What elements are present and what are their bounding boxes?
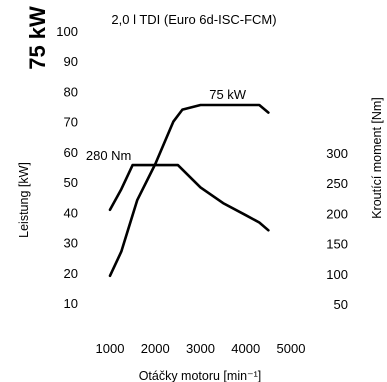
x-tick-label: 3000 <box>186 341 215 356</box>
y-left-tick-label: 70 <box>64 115 78 130</box>
y-left-tick-label: 90 <box>64 54 78 69</box>
y-right-tick-label: 200 <box>326 206 348 221</box>
y-left-tick-label: 20 <box>64 266 78 281</box>
y-left-tick-label: 40 <box>64 205 78 220</box>
y-axis-right-label: Kroutící moment [Nm] <box>370 97 384 219</box>
series-labels: 75 kW 280 Nm <box>86 87 247 163</box>
y-axis-left-ticks: 10 20 30 40 50 60 70 80 90 100 <box>56 24 78 311</box>
x-tick-label: 5000 <box>277 341 306 356</box>
power-series-label: 75 kW <box>209 87 247 102</box>
y-axis-left-label: Leistung [kW] <box>17 162 31 238</box>
x-tick-label: 2000 <box>141 341 170 356</box>
power-badge: 75 kW <box>25 6 50 70</box>
y-left-tick-label: 10 <box>64 296 78 311</box>
torque-curve <box>108 163 270 232</box>
y-right-tick-label: 300 <box>326 146 348 161</box>
y-left-tick-label: 30 <box>64 236 78 251</box>
torque-series-label: 280 Nm <box>86 148 132 163</box>
x-tick-label: 4000 <box>231 341 260 356</box>
x-tick-label: 1000 <box>96 341 125 356</box>
y-right-tick-label: 150 <box>326 237 348 252</box>
y-left-tick-label: 60 <box>64 145 78 160</box>
x-axis-ticks: 1000 2000 3000 4000 5000 <box>96 341 306 356</box>
y-left-tick-label: 50 <box>64 175 78 190</box>
y-right-tick-label: 250 <box>326 176 348 191</box>
chart-title: 2,0 l TDI (Euro 6d-ISC-FCM) <box>111 12 276 27</box>
y-right-tick-label: 50 <box>334 297 348 312</box>
y-axis-right-ticks: 50 100 150 200 250 300 <box>326 146 348 312</box>
x-axis-label: Otáčky motoru [min⁻¹] <box>139 369 262 382</box>
y-left-tick-label: 100 <box>56 24 78 39</box>
y-left-tick-label: 80 <box>64 84 78 99</box>
power-curve <box>108 103 270 278</box>
series-lines <box>108 103 270 278</box>
y-right-tick-label: 100 <box>326 267 348 282</box>
